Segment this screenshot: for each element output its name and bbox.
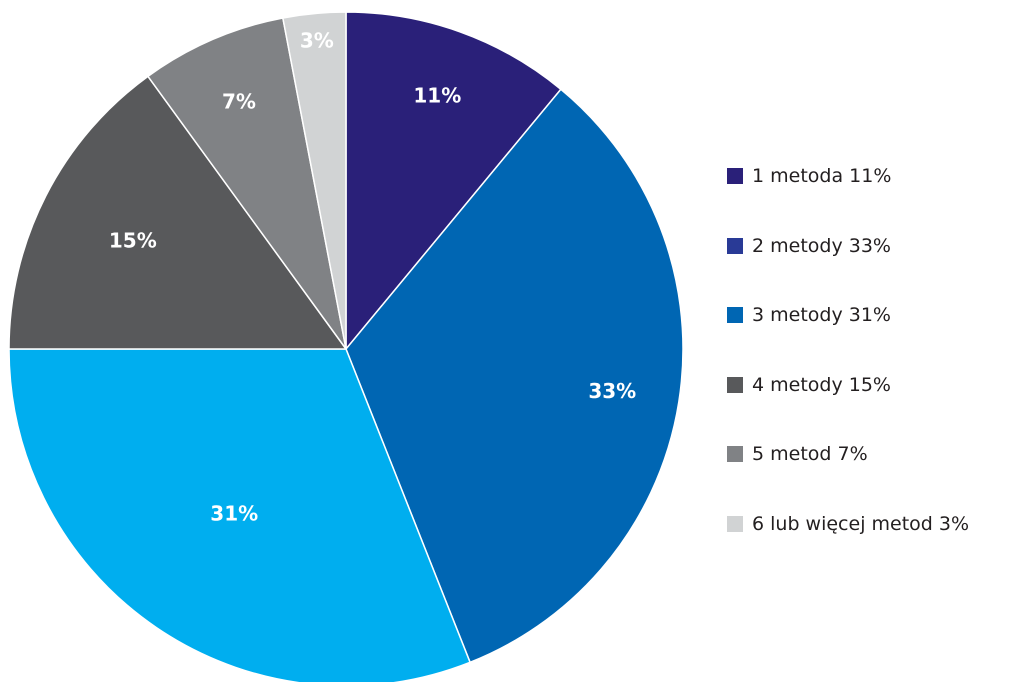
legend-item-5: 5 metod 7%	[727, 441, 1012, 467]
pie-slice-label-5: 7%	[222, 90, 256, 114]
legend-swatch	[727, 237, 743, 254]
legend-item-6: 6 lub więcej metod 3%	[727, 511, 1012, 537]
legend-item-3: 3 metody 31%	[727, 302, 1012, 328]
pie-slice-label-2: 33%	[588, 379, 636, 403]
legend-item-2: 2 metody 33%	[727, 233, 1012, 259]
pie-slice-2	[345, 88, 684, 664]
legend: 1 metoda 11% 2 metody 33% 3 metody 31% 4…	[727, 163, 1012, 580]
pie-slice-label-1: 11%	[413, 83, 461, 107]
pie-slice-3	[8, 348, 471, 682]
legend-label: 5 metod 7%	[752, 443, 868, 465]
legend-item-1: 1 metoda 11%	[727, 163, 1012, 189]
pie-slice-6	[282, 11, 347, 350]
pie-slice-labels: 11% 33% 31% 15% 7% 3%	[109, 28, 636, 525]
pie-slice-5	[147, 17, 347, 350]
legend-swatch	[727, 515, 743, 532]
pie-slice-1	[345, 11, 562, 350]
legend-swatch	[727, 446, 743, 462]
legend-label: 2 metody 33%	[752, 234, 891, 257]
legend-label: 1 metoda 11%	[752, 165, 892, 187]
legend-label: 3 metody 31%	[752, 304, 891, 326]
pie-slice-label-4: 15%	[109, 228, 157, 252]
legend-swatch	[727, 307, 743, 323]
pie-slice-label-6: 3%	[300, 28, 334, 52]
legend-swatch	[727, 168, 743, 184]
legend-label: 4 metody 15%	[752, 373, 891, 396]
legend-swatch	[727, 376, 743, 393]
legend-item-4: 4 metody 15%	[727, 372, 1012, 398]
pie-slices	[8, 11, 684, 682]
pie-slice-4	[8, 75, 347, 350]
pie-slice-label-3: 31%	[210, 501, 258, 525]
legend-label: 6 lub więcej metod 3%	[752, 512, 970, 535]
